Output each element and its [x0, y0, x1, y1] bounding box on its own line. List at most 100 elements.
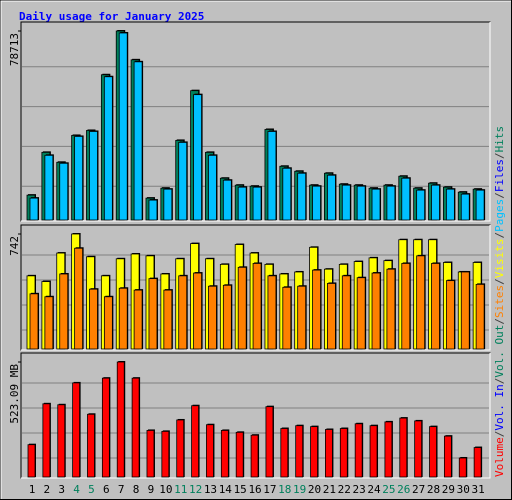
- bar: [386, 185, 396, 221]
- bar: [191, 405, 199, 478]
- bar: [178, 142, 188, 221]
- x-tick-label: 22: [338, 483, 351, 496]
- bar: [431, 263, 440, 350]
- bar: [369, 425, 378, 478]
- bar: [178, 275, 188, 350]
- legend-separator: /: [493, 378, 506, 385]
- x-tick-label: 24: [367, 483, 381, 496]
- bar: [237, 266, 247, 350]
- bar: [401, 263, 411, 350]
- bar: [103, 76, 113, 221]
- bar: [401, 177, 411, 221]
- bar: [473, 447, 482, 478]
- bar: [399, 417, 408, 478]
- bar: [42, 403, 51, 478]
- x-tick-label: 3: [58, 483, 65, 496]
- bar: [59, 162, 69, 221]
- bar: [237, 186, 247, 221]
- bar: [386, 268, 396, 350]
- x-tick-label: 23: [353, 483, 366, 496]
- legend-separator: /: [493, 232, 506, 239]
- bar: [341, 275, 351, 350]
- bar: [89, 131, 98, 221]
- legend-separator: /: [493, 431, 506, 438]
- bar: [27, 444, 36, 478]
- bar: [295, 425, 304, 478]
- bar: [148, 199, 158, 221]
- x-tick-label: 9: [148, 483, 155, 496]
- bar: [193, 272, 202, 350]
- bar: [384, 421, 393, 478]
- bar: [250, 434, 259, 478]
- x-tick-label: 14: [219, 483, 233, 496]
- bar: [282, 167, 292, 221]
- bar: [280, 428, 289, 478]
- x-tick-label: 6: [103, 483, 110, 496]
- bar: [208, 285, 217, 350]
- bar: [176, 419, 185, 478]
- bar: [222, 179, 232, 221]
- bar: [116, 361, 125, 478]
- bar: [327, 283, 336, 350]
- bar: [429, 426, 437, 478]
- legend-entry: Volume: [493, 437, 506, 477]
- x-tick-label: 13: [204, 483, 217, 496]
- bar: [161, 430, 170, 478]
- bar: [72, 382, 81, 478]
- y-tick-label: 742: [8, 236, 21, 256]
- bar: [297, 172, 307, 221]
- x-tick-label: 1: [29, 483, 36, 496]
- bar: [57, 404, 66, 478]
- legend-separator: /: [493, 192, 506, 199]
- x-tick-label: 5: [88, 483, 95, 496]
- plot-bevel: [21, 225, 491, 351]
- bar: [206, 424, 214, 478]
- bar: [475, 189, 485, 221]
- bar: [267, 275, 277, 350]
- x-tick-label: 7: [118, 483, 125, 496]
- bar: [356, 277, 366, 350]
- legend-separator: /: [493, 318, 506, 325]
- bar: [118, 32, 128, 221]
- bar: [460, 193, 470, 221]
- bar: [312, 185, 321, 221]
- x-tick-label: 29: [442, 483, 455, 496]
- bar: [44, 296, 54, 350]
- x-tick-label: 21: [323, 483, 336, 496]
- bar: [193, 94, 202, 221]
- x-tick-label: 2: [44, 483, 51, 496]
- x-tick-label: 18: [278, 483, 291, 496]
- x-tick-label: 15: [234, 483, 247, 496]
- legend-separator: /: [493, 278, 506, 285]
- bar: [267, 131, 277, 221]
- bar: [29, 293, 39, 350]
- bar: [458, 457, 467, 478]
- bar: [103, 296, 113, 350]
- bar: [443, 435, 452, 478]
- x-tick-label: 10: [159, 483, 172, 496]
- bar: [133, 289, 143, 350]
- legend-entry: Vol. Out: [493, 325, 506, 378]
- bar: [297, 285, 307, 350]
- bar: [87, 413, 95, 478]
- bar: [282, 286, 292, 350]
- bar: [356, 185, 366, 221]
- bar: [44, 154, 54, 221]
- legend-separator: /: [493, 152, 506, 159]
- plot-bevel: [21, 22, 491, 222]
- legend-entry: Visits: [493, 239, 506, 279]
- bar: [460, 271, 470, 350]
- bar: [29, 197, 39, 221]
- bar: [208, 154, 217, 221]
- bar: [118, 287, 128, 350]
- bar: [252, 263, 262, 350]
- bar: [59, 273, 69, 350]
- x-tick-label: 16: [248, 483, 261, 496]
- x-tick-label: 25: [382, 483, 395, 496]
- x-tick-label: 26: [397, 483, 410, 496]
- bar: [327, 174, 336, 221]
- x-tick-label: 19: [293, 483, 306, 496]
- x-tick-label: 31: [472, 483, 485, 496]
